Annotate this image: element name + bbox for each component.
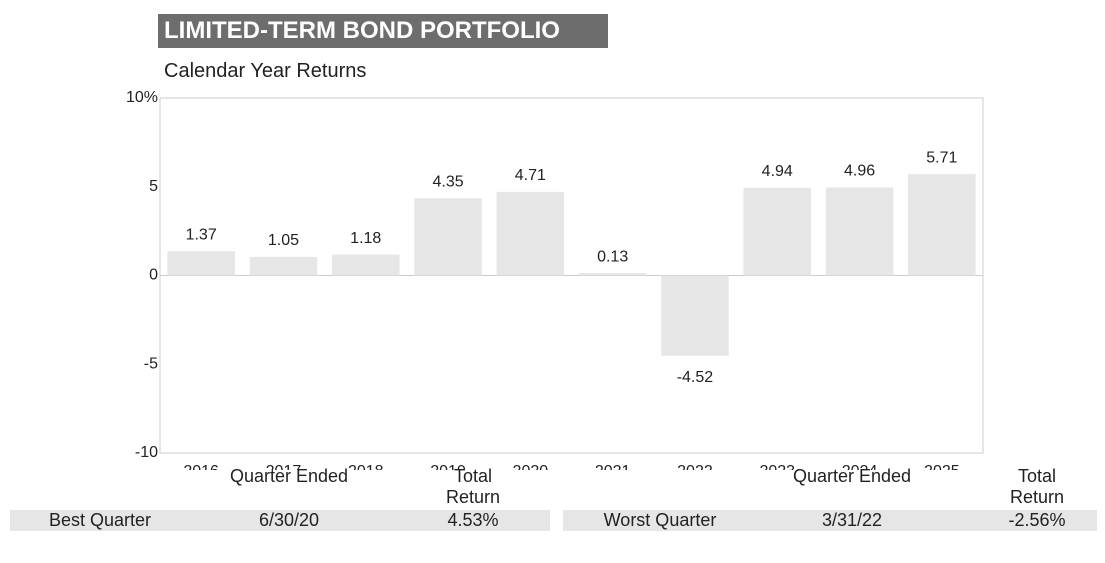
x-tick-label: 2019 [430,463,466,470]
y-tick-label: -10 [135,444,158,461]
bar [496,191,565,276]
bar [825,187,894,276]
data-label: 1.05 [268,232,299,249]
table-header: Quarter Ended [792,466,912,486]
table-header: Quarter Ended [229,466,349,486]
x-tick-label: 2025 [924,463,960,470]
table-cell: 3/31/22 [821,510,883,530]
data-label: 4.96 [844,163,875,180]
table-cell: 4.53% [447,510,499,530]
x-tick-label: 2023 [759,463,795,470]
data-label: 1.37 [186,226,217,243]
table-cell: Worst Quarter [603,510,717,530]
x-tick-label: 2020 [513,463,549,470]
x-tick-label: 2022 [677,463,713,470]
table-cell: Best Quarter [48,510,152,530]
y-tick-label: -5 [144,355,158,372]
bar [167,251,235,276]
table-cell: 6/30/20 [258,510,320,530]
table-header: Total Return [445,466,501,507]
y-tick-label: 10% [126,89,158,106]
table-header: Total Return [1009,466,1065,507]
y-tick-label: 5 [149,178,158,195]
data-label: -4.52 [677,369,714,386]
row-band [563,510,1097,531]
data-label: 4.71 [515,167,546,184]
data-label: 5.71 [926,149,957,166]
y-tick-label: 0 [149,267,158,284]
bar [332,254,400,276]
chart-subtitle: Calendar Year Returns [164,60,367,82]
bar [908,174,976,276]
bar [661,275,729,356]
x-tick-label: 2024 [842,463,878,470]
x-tick-label: 2017 [266,463,302,470]
data-label: 1.18 [350,230,381,247]
chart-title: LIMITED-TERM BOND PORTFOLIO [158,14,608,48]
bar [743,187,811,276]
data-label: 0.13 [597,248,628,265]
x-tick-label: 2016 [183,463,219,470]
data-label: 4.35 [432,174,463,191]
bar [249,256,318,276]
data-label: 4.94 [762,163,793,180]
x-tick-label: 2021 [595,463,631,470]
chart: -10 -5 0 5 10% 2016 1.37 2017 1.05 2018 1.18 2019 4.… [126,89,984,470]
row-band [10,510,550,531]
table-cell: -2.56% [1008,510,1066,530]
x-tick-label: 2018 [348,463,384,470]
bar [414,198,482,276]
bar [578,273,647,276]
